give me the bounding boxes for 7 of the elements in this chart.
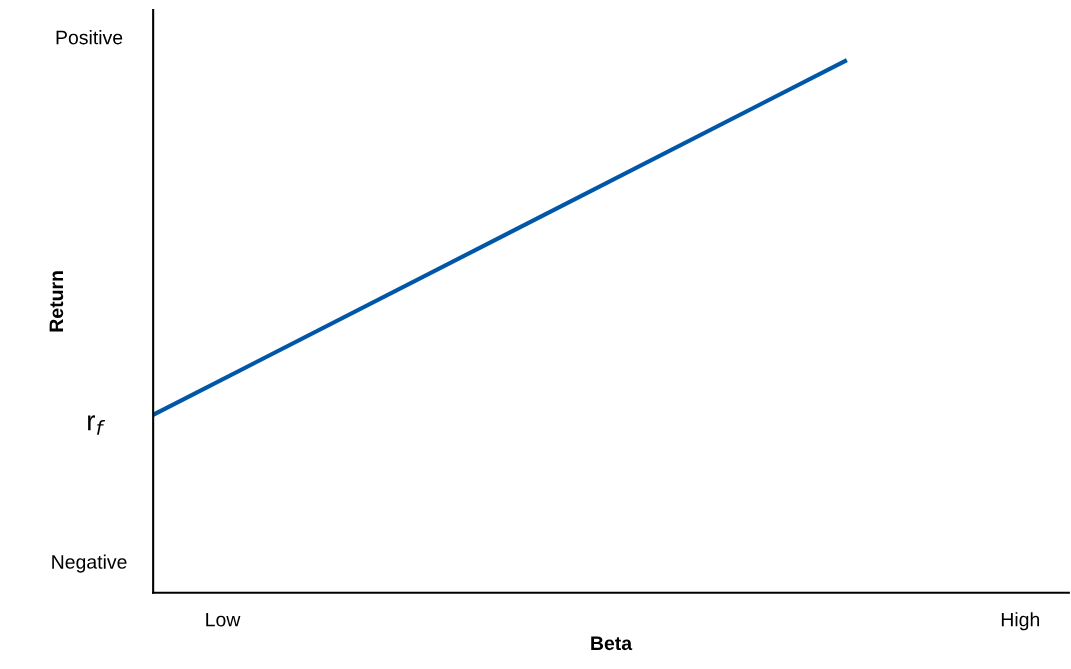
text: Negative [52,554,127,573]
text: Positive [56,30,123,45]
y-axis-title: Return [49,271,64,332]
x-axis-title: Beta [591,636,633,651]
x-tick-label: High [1001,612,1040,631]
x-tick-label: Low [206,612,241,627]
text: r$_{f}$ [88,415,106,435]
